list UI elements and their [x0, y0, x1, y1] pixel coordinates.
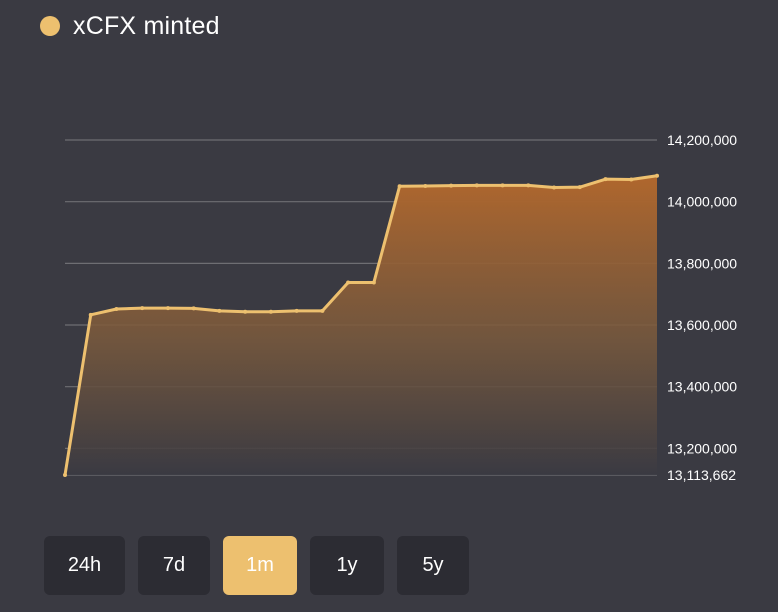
y-tick-label: 13,113,662 — [667, 467, 736, 483]
area-fill — [65, 175, 657, 476]
data-point[interactable] — [449, 183, 454, 188]
data-point[interactable] — [474, 183, 479, 188]
data-point[interactable] — [217, 308, 222, 313]
y-axis-labels: 13,113,662 13,200,000 13,400,000 13,600,000… — [667, 132, 737, 483]
data-point[interactable] — [63, 473, 67, 477]
data-point[interactable] — [577, 185, 582, 190]
series-line — [63, 174, 658, 476]
y-tick-label: 13,200,000 — [667, 440, 737, 456]
data-point[interactable] — [397, 184, 402, 189]
data-point[interactable] — [243, 309, 248, 314]
y-tick-label: 13,600,000 — [667, 317, 737, 333]
y-tick-label: 13,400,000 — [667, 379, 737, 395]
range-button-7d[interactable]: 7d — [138, 536, 210, 595]
data-point[interactable] — [294, 308, 299, 313]
range-button-1y[interactable]: 1y — [310, 536, 384, 595]
y-tick-label: 14,000,000 — [667, 194, 737, 210]
data-point[interactable] — [423, 183, 428, 188]
legend-label: xCFX minted — [73, 11, 220, 40]
data-point[interactable] — [165, 306, 170, 311]
y-tick-label: 13,800,000 — [667, 255, 737, 271]
data-point[interactable] — [629, 177, 634, 182]
data-points[interactable] — [63, 173, 659, 477]
series-line-path — [63, 174, 658, 476]
y-tick-label: 14,200,000 — [667, 132, 737, 148]
legend-color-dot — [40, 16, 60, 36]
data-point[interactable] — [500, 183, 505, 188]
data-point[interactable] — [526, 183, 531, 188]
data-point[interactable] — [140, 306, 145, 311]
data-point[interactable] — [268, 309, 273, 314]
range-button-1m[interactable]: 1m — [223, 536, 297, 595]
data-point[interactable] — [603, 177, 608, 182]
data-point[interactable] — [88, 312, 93, 317]
data-point[interactable] — [655, 173, 659, 178]
data-point[interactable] — [191, 306, 196, 311]
data-point[interactable] — [114, 306, 119, 311]
time-range-selector: 24h 7d 1m 1y 5y — [44, 536, 482, 595]
range-button-5y[interactable]: 5y — [397, 536, 469, 595]
data-point[interactable] — [552, 185, 557, 190]
series-area — [65, 175, 657, 476]
data-point[interactable] — [346, 280, 351, 285]
legend[interactable]: xCFX minted — [40, 12, 220, 40]
data-point[interactable] — [320, 308, 325, 313]
data-point[interactable] — [371, 280, 376, 285]
range-button-24h[interactable]: 24h — [44, 536, 125, 595]
